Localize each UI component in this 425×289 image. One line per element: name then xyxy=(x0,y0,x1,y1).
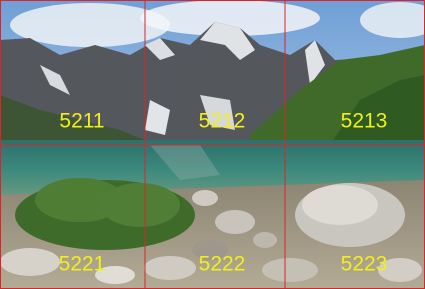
cell-label: 5211 xyxy=(59,110,104,133)
cell-label: 5213 xyxy=(341,110,388,133)
cell-label: 5223 xyxy=(341,253,388,276)
photo-grid: 5211 5212 5213 5221 5222 5223 xyxy=(0,0,425,289)
page: 5211 5212 5213 5221 5222 5223 (() => { c… xyxy=(0,0,425,289)
cell-label: 5212 xyxy=(199,110,246,133)
cell-label: 5221 xyxy=(59,253,106,276)
cell-label: 5222 xyxy=(199,253,246,276)
